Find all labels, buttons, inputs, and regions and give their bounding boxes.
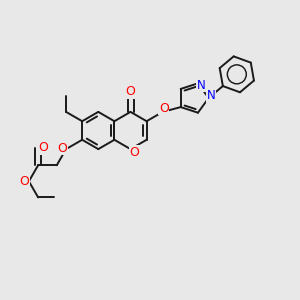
Text: O: O	[126, 85, 135, 98]
Text: N: N	[207, 89, 215, 102]
Text: O: O	[159, 101, 169, 115]
Text: N: N	[196, 79, 205, 92]
Text: O: O	[58, 142, 68, 155]
Text: O: O	[130, 146, 139, 159]
Text: O: O	[20, 176, 29, 188]
Text: O: O	[38, 141, 48, 154]
